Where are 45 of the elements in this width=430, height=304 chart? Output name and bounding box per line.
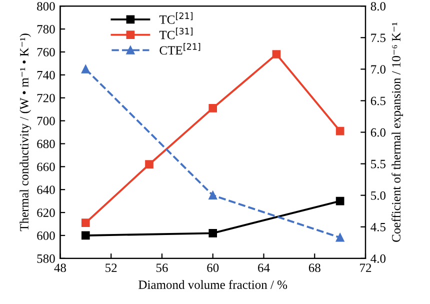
y-tick-label: 620	[37, 208, 55, 217]
x-tick-label: 56	[156, 264, 168, 272]
x-tick-label: 72	[360, 264, 372, 272]
legend-label: CTE$^{[21]}$	[160, 43, 200, 55]
y-axis-title: Thermal conductivity / (W • m⁻¹ • K⁻¹)	[20, 34, 32, 232]
y2-axis-title: Coefficient of thermal expansion / 10⁻⁶ K⁻¹	[392, 22, 404, 242]
point	[336, 196, 344, 206]
y2-tick-label: 8.0	[370, 2, 386, 11]
point	[208, 104, 218, 112]
point	[208, 191, 218, 200]
x-axis-title: Diamond volume fraction / %	[138, 280, 288, 289]
y-tick-label: 760	[37, 48, 55, 56]
y-tick-label: 800	[37, 2, 55, 11]
y-tick-label: 700	[37, 116, 55, 126]
y2-tick-label: 6.0	[370, 128, 386, 137]
point	[81, 231, 90, 240]
x-tick-label: 68	[308, 264, 320, 272]
y2-tick-label: 6.5	[370, 96, 386, 106]
y-tick-label: 660	[37, 162, 55, 172]
y-tick-label: 720	[37, 94, 55, 102]
x-tick-label: 64	[258, 264, 270, 272]
y2-tick-label: 4.0	[370, 254, 386, 263]
point	[336, 233, 344, 242]
point	[81, 64, 90, 74]
y-tick-label: 680	[37, 140, 55, 148]
legend-label: TC$^{[21]}$	[159, 12, 192, 24]
y-tick-label: 600	[37, 231, 55, 240]
point	[145, 160, 154, 169]
x-tick-label: 60	[207, 264, 219, 272]
y-tick-label: 740	[37, 70, 55, 80]
point	[208, 229, 218, 238]
x-tick-label: 52	[106, 264, 117, 272]
y2-tick-label: 7.0	[371, 65, 386, 74]
point	[336, 126, 344, 136]
y2-tick-label: 5.5	[371, 160, 386, 168]
y2-tick-label: 7.5	[371, 34, 386, 42]
point	[272, 50, 281, 58]
y-tick-label: 780	[37, 25, 55, 34]
legend-label: TC$^{[31]}$	[159, 28, 192, 40]
y-tick-label: 580	[37, 254, 55, 263]
x-tick-label: 48	[54, 264, 66, 272]
y2-tick-label: 4.5	[370, 222, 386, 232]
y2-tick-label: 5.0	[371, 191, 386, 200]
y-tick-label: 640	[37, 186, 55, 194]
point	[81, 218, 90, 228]
